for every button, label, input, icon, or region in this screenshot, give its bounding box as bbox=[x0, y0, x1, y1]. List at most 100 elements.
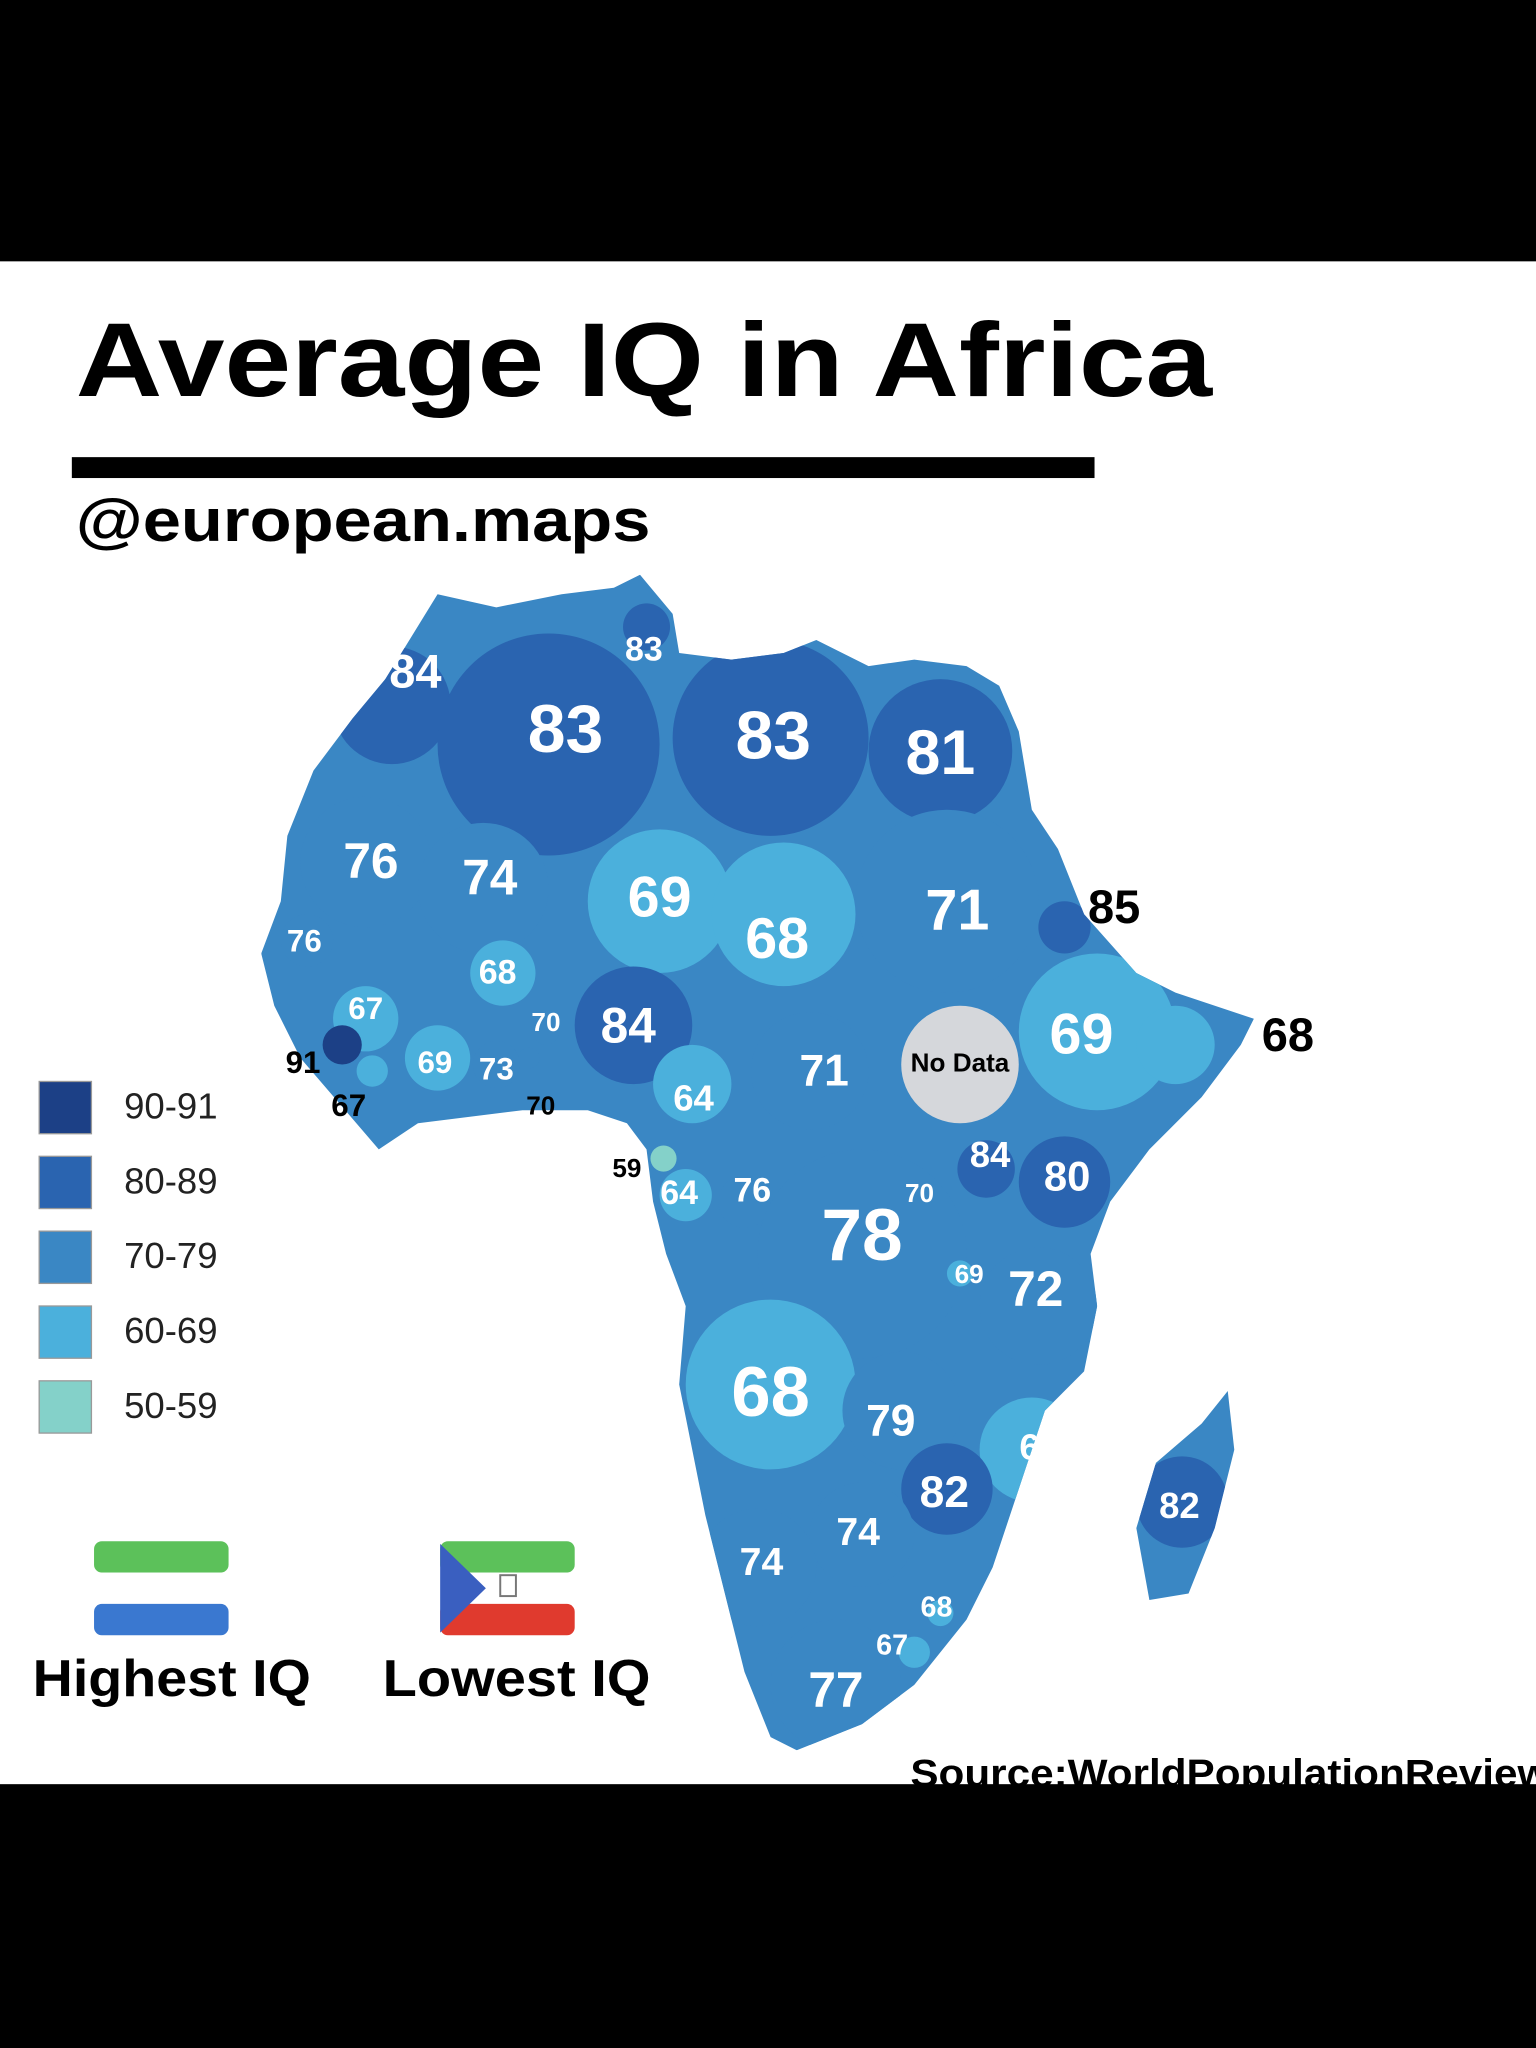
flag-equatorial-guinea bbox=[440, 1541, 575, 1636]
region-label: 80 bbox=[1044, 1152, 1090, 1199]
region-patch bbox=[404, 1025, 471, 1091]
region-patch bbox=[1136, 1005, 1215, 1085]
region-label: 83 bbox=[625, 631, 663, 669]
region-label: 76 bbox=[343, 833, 398, 889]
region-patch bbox=[770, 1619, 902, 1751]
region-label: 74 bbox=[836, 1511, 880, 1554]
region-label: 71 bbox=[925, 878, 989, 942]
region-label: 68 bbox=[731, 1352, 809, 1431]
region-label: 84 bbox=[389, 645, 441, 698]
region-patch bbox=[1018, 1136, 1111, 1228]
region-label: 76 bbox=[733, 1171, 771, 1209]
region-label: 70 bbox=[531, 1007, 560, 1037]
title: Average IQ in Africa bbox=[76, 302, 1213, 419]
region-patch bbox=[280, 914, 334, 967]
region-label: 91 bbox=[286, 1045, 321, 1080]
region-patch bbox=[751, 1012, 869, 1130]
region-patch bbox=[587, 829, 732, 974]
region-label: 69 bbox=[628, 865, 692, 929]
region-patch bbox=[855, 809, 1039, 993]
region-label: 70 bbox=[526, 1090, 555, 1120]
region-label: 72 bbox=[1008, 1261, 1063, 1317]
highest-label: Highest IQ bbox=[33, 1650, 311, 1708]
region-patch bbox=[417, 822, 549, 954]
region-patch bbox=[437, 633, 660, 856]
region-patch bbox=[868, 679, 1013, 823]
region-patch bbox=[957, 1140, 1015, 1198]
region-label: 82 bbox=[920, 1468, 969, 1517]
region-patch bbox=[685, 1299, 856, 1470]
region-patch bbox=[927, 1600, 954, 1627]
legend-label: 90-91 bbox=[124, 1086, 218, 1127]
legend-label: 70-79 bbox=[124, 1235, 218, 1276]
region-label: 59 bbox=[612, 1153, 641, 1183]
region-patch bbox=[1038, 901, 1091, 954]
region-label: 67 bbox=[876, 1630, 908, 1662]
region-patch bbox=[470, 940, 536, 1006]
legend-label: 50-59 bbox=[124, 1385, 218, 1426]
region-label: 76 bbox=[287, 923, 322, 958]
region-labels: 84 83 83 83 81 76 74 69 68 71 85 76 68 67 70 84 69 68 91 67… bbox=[286, 631, 1314, 1718]
legend-label: 60-69 bbox=[124, 1310, 218, 1351]
region-label: 77 bbox=[808, 1662, 863, 1718]
region-label: 67 bbox=[331, 1088, 366, 1123]
region-patch bbox=[574, 966, 693, 1085]
region-label: 69 bbox=[1050, 1003, 1114, 1067]
region-patch bbox=[322, 1025, 362, 1065]
region-label: 85 bbox=[1088, 880, 1140, 933]
region-label: 79 bbox=[866, 1396, 915, 1445]
region-patch bbox=[659, 1168, 712, 1222]
region-label: 68 bbox=[479, 953, 517, 991]
region-label: 68 bbox=[1262, 1008, 1314, 1061]
legend-swatch bbox=[38, 1080, 93, 1135]
region-patch bbox=[901, 1005, 1019, 1124]
region-label: 84 bbox=[970, 1134, 1011, 1175]
region-label: 78 bbox=[821, 1195, 902, 1276]
region-patch bbox=[901, 1443, 993, 1535]
legend-label: 80-89 bbox=[124, 1160, 218, 1201]
region-patch bbox=[809, 1482, 915, 1587]
region-label: 84 bbox=[601, 997, 657, 1053]
region-patch bbox=[1136, 1456, 1228, 1548]
region-patch bbox=[757, 1149, 967, 1359]
region-label: 81 bbox=[906, 718, 976, 788]
region-patch bbox=[718, 1175, 771, 1228]
region-label: 64 bbox=[673, 1078, 714, 1119]
regions bbox=[280, 603, 1228, 1751]
region-patch bbox=[356, 1055, 388, 1087]
legend-swatch bbox=[38, 1155, 93, 1210]
region-patch bbox=[698, 1508, 817, 1627]
region-label: 68 bbox=[921, 1592, 953, 1624]
region-label: 74 bbox=[740, 1541, 784, 1584]
region-patch bbox=[672, 640, 869, 836]
region-label: 64 bbox=[1019, 1426, 1060, 1467]
region-patch bbox=[898, 1636, 930, 1668]
region-label: No Data bbox=[911, 1047, 1010, 1077]
region-label: 68 bbox=[745, 907, 809, 971]
legend: 90-91 80-89 70-79 60-69 50-59 bbox=[38, 1080, 218, 1434]
handle: @european.maps bbox=[76, 487, 651, 554]
legend-swatch bbox=[38, 1380, 93, 1434]
region-label: 74 bbox=[462, 850, 518, 906]
lowest-label: Lowest IQ bbox=[383, 1650, 651, 1708]
region-patch bbox=[946, 1260, 974, 1287]
top-band bbox=[0, 0, 1536, 262]
region-label: 82 bbox=[1159, 1485, 1200, 1526]
region-patch bbox=[650, 1145, 677, 1172]
region-patch bbox=[842, 1351, 960, 1470]
region-patch bbox=[1018, 953, 1176, 1111]
legend-swatch bbox=[38, 1230, 93, 1285]
region-patch bbox=[653, 1044, 732, 1124]
region-label: 70 bbox=[905, 1178, 934, 1208]
region-label: 64 bbox=[660, 1174, 698, 1212]
region-label: 69 bbox=[418, 1045, 453, 1080]
region-label: 67 bbox=[348, 991, 383, 1026]
region-label: 73 bbox=[479, 1051, 514, 1086]
region-label: 69 bbox=[955, 1259, 984, 1289]
region-label: 71 bbox=[799, 1046, 848, 1095]
legend-swatch bbox=[38, 1305, 93, 1359]
region-label: 83 bbox=[528, 692, 604, 767]
region-patch bbox=[623, 603, 671, 651]
bottom-band bbox=[0, 1784, 1536, 2048]
